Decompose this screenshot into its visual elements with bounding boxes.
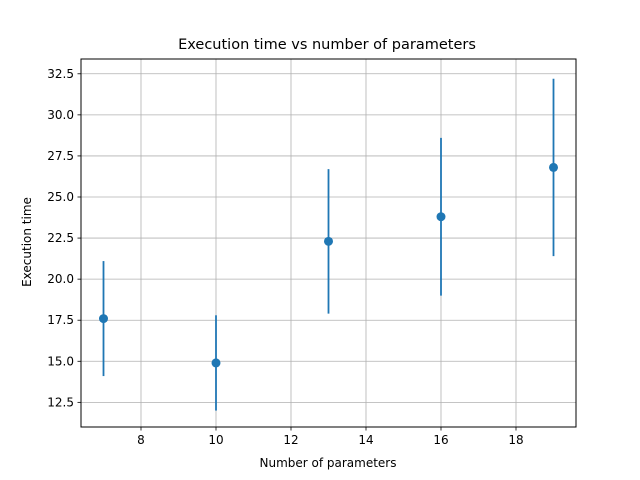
y-tick-label: 25.0 [47,190,74,204]
data-series [99,78,558,411]
y-tick-label: 12.5 [47,395,74,409]
y-tick-label: 17.5 [47,313,74,327]
data-point [549,162,558,172]
x-tick-label: 12 [283,433,298,447]
y-axis-label: Execution time [20,197,34,287]
plot-frame [80,58,577,428]
x-tick-label: 8 [137,433,145,447]
y-tick-label: 20.0 [47,272,74,286]
x-tick-label: 16 [433,433,448,447]
y-tick-label: 32.5 [47,67,74,81]
x-axis-label: Number of parameters [259,456,396,470]
x-tick-label: 18 [508,433,523,447]
data-point [211,358,221,368]
data-point [436,212,446,222]
y-tick-label: 22.5 [47,231,74,245]
x-tick-label: 14 [358,433,373,447]
y-tick-label: 15.0 [47,354,74,368]
data-point [99,314,108,324]
x-tick-label: 10 [208,433,223,447]
y-tick-label: 30.0 [47,108,74,122]
chart-title: Execution time vs number of parameters [178,37,476,53]
x-axis-ticks: 8 10 12 14 16 18 [137,427,524,447]
y-tick-label: 27.5 [47,149,74,163]
data-point [324,236,333,246]
y-axis-ticks: 12.5 15.0 17.5 20.0 22.5 25.0 27.5 30.0 32.5 [47,67,81,409]
